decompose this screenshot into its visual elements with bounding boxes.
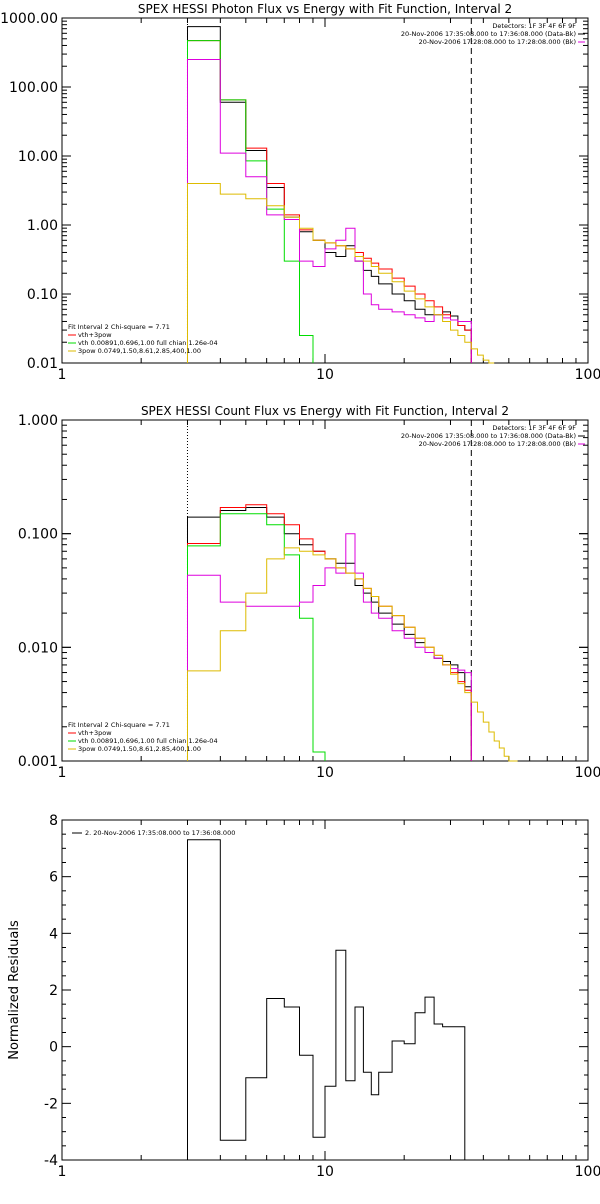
x-tick-label: 10: [316, 1164, 334, 1180]
y-tick-label: 8: [49, 813, 58, 829]
x-tick-label: 10: [316, 367, 334, 383]
series-residuals-line: [187, 839, 472, 1161]
y-tick-label: 0.001: [18, 754, 58, 770]
y-tick-label: 4: [49, 926, 58, 942]
fit-legend-line: Fit Interval 2 Chi-square = 7.71: [68, 323, 170, 331]
fit-legend-line: vth+3pow: [78, 729, 112, 737]
y-axis-label: Normalized Residuals: [7, 920, 22, 1060]
series-data-line: [187, 26, 472, 363]
info-line: 20-Nov-2006 17:28:08.000 to 17:28:08.000…: [419, 440, 576, 448]
series-yellow-line: [187, 547, 518, 762]
x-tick-label: 1: [58, 367, 67, 383]
series-total-line: [187, 504, 472, 761]
y-tick-label: 0.01: [27, 356, 58, 372]
x-tick-label: 1: [58, 765, 67, 781]
residual-legend-text: 2. 20-Nov-2006 17:35:08.000 to 17:36:08.…: [85, 829, 235, 837]
y-tick-label: 0.10: [27, 287, 58, 303]
y-tick-label: 100.00: [9, 80, 58, 96]
fit-legend-line: vth 0.00891,0.696,1.00 full chian 1.26e-…: [78, 339, 218, 347]
x-tick-label: 1: [58, 1164, 67, 1180]
plot-frame: [61, 17, 589, 364]
y-tick-label: 1.00: [27, 218, 58, 234]
x-tick-label: 100: [575, 367, 600, 383]
y-tick-label: 1000.00: [0, 11, 58, 27]
series-total-line: [187, 40, 472, 363]
info-line: 20-Nov-2006 17:35:08.000 to 17:36:08.000…: [401, 30, 576, 38]
x-tick-label: 10: [316, 765, 334, 781]
info-line: 20-Nov-2006 17:35:08.000 to 17:36:08.000…: [401, 432, 576, 440]
plot-frame: [61, 419, 589, 762]
series-vth-line: [187, 40, 314, 363]
chart-title: SPEX HESSI Photon Flux vs Energy with Fi…: [138, 2, 512, 16]
y-tick-label: -2: [44, 1096, 58, 1112]
series-yellow-line: [187, 183, 495, 364]
fit-legend-line: Fit Interval 2 Chi-square = 7.71: [68, 721, 170, 729]
series-data-line: [187, 507, 472, 761]
y-tick-label: 0.100: [18, 527, 58, 543]
y-tick-label: 6: [49, 870, 58, 886]
x-tick-label: 100: [575, 765, 600, 781]
y-tick-label: 10.00: [18, 149, 58, 165]
fit-legend-line: 3pow 0.0749,1.50,8.61,2.85,400,1.00: [78, 347, 201, 355]
info-line: Detectors: 1F 3F 4F 6F 9F: [492, 22, 576, 30]
x-tick-label: 100: [575, 1164, 600, 1180]
series-vth-line: [187, 513, 326, 761]
fit-legend-line: vth+3pow: [78, 331, 112, 339]
y-tick-label: -4: [44, 1153, 58, 1169]
info-line: 20-Nov-2006 17:28:08.000 to 17:28:08.000…: [419, 38, 576, 46]
chart-title: SPEX HESSI Count Flux vs Energy with Fit…: [141, 404, 509, 418]
y-tick-label: 1.000: [18, 413, 58, 429]
y-tick-label: 0.010: [18, 640, 58, 656]
series-3pow-line: [187, 59, 472, 363]
y-tick-label: 0: [49, 1040, 58, 1056]
y-tick-label: 2: [49, 983, 58, 999]
fit-legend-line: 3pow 0.0749,1.50,8.61,2.85,400,1.00: [78, 745, 201, 753]
fit-legend-line: vth 0.00891,0.696,1.00 full chian 1.26e-…: [78, 737, 218, 745]
info-line: Detectors: 1F 3F 4F 6F 9F: [492, 424, 576, 432]
